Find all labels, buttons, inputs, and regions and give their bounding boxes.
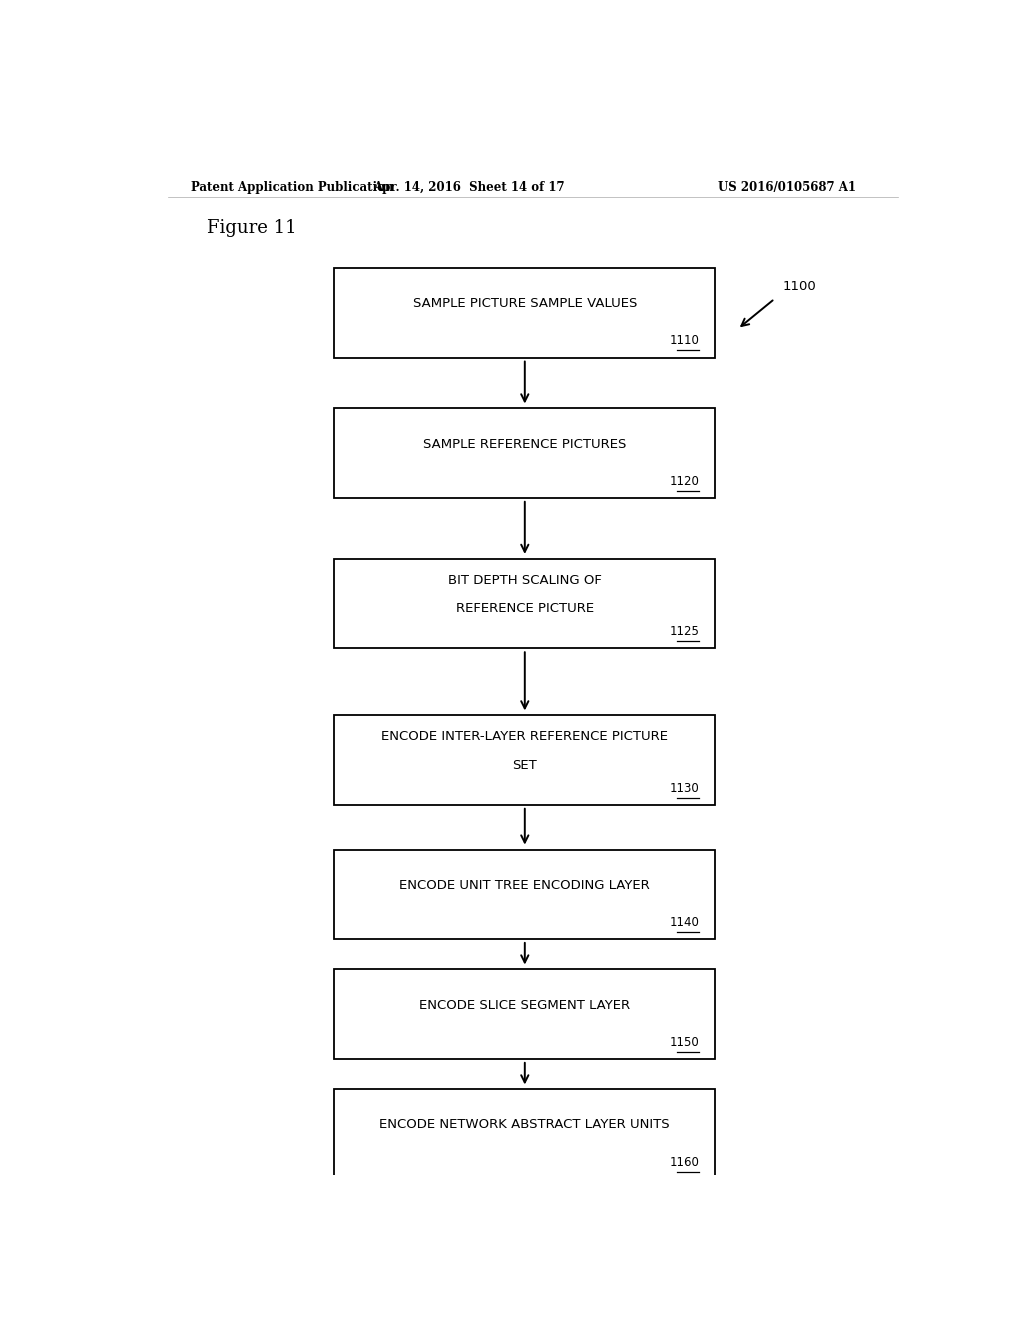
Text: Apr. 14, 2016  Sheet 14 of 17: Apr. 14, 2016 Sheet 14 of 17 <box>374 181 565 194</box>
Text: 1110: 1110 <box>670 334 699 347</box>
Text: SET: SET <box>512 759 538 772</box>
Text: Patent Application Publication: Patent Application Publication <box>191 181 394 194</box>
Bar <box>334 268 715 358</box>
Text: 1160: 1160 <box>670 1156 699 1168</box>
Text: 1130: 1130 <box>670 781 699 795</box>
Bar <box>334 558 715 648</box>
Text: ENCODE INTER-LAYER REFERENCE PICTURE: ENCODE INTER-LAYER REFERENCE PICTURE <box>381 730 669 743</box>
Bar <box>334 1089 715 1179</box>
Text: REFERENCE PICTURE: REFERENCE PICTURE <box>456 602 594 615</box>
Text: BIT DEPTH SCALING OF: BIT DEPTH SCALING OF <box>447 574 602 586</box>
Bar <box>334 850 715 939</box>
Text: 1120: 1120 <box>670 475 699 487</box>
Bar <box>334 715 715 805</box>
Text: ENCODE UNIT TREE ENCODING LAYER: ENCODE UNIT TREE ENCODING LAYER <box>399 879 650 891</box>
Bar <box>334 969 715 1059</box>
Text: US 2016/0105687 A1: US 2016/0105687 A1 <box>718 181 856 194</box>
Text: SAMPLE PICTURE SAMPLE VALUES: SAMPLE PICTURE SAMPLE VALUES <box>413 297 637 310</box>
Text: ENCODE SLICE SEGMENT LAYER: ENCODE SLICE SEGMENT LAYER <box>419 998 631 1011</box>
Text: 1125: 1125 <box>670 626 699 638</box>
Text: 1150: 1150 <box>670 1036 699 1049</box>
Text: 1140: 1140 <box>670 916 699 929</box>
Bar <box>334 408 715 498</box>
Text: ENCODE NETWORK ABSTRACT LAYER UNITS: ENCODE NETWORK ABSTRACT LAYER UNITS <box>380 1118 670 1131</box>
Text: Figure 11: Figure 11 <box>207 219 297 238</box>
Text: SAMPLE REFERENCE PICTURES: SAMPLE REFERENCE PICTURES <box>423 437 627 450</box>
Text: 1100: 1100 <box>782 280 816 293</box>
